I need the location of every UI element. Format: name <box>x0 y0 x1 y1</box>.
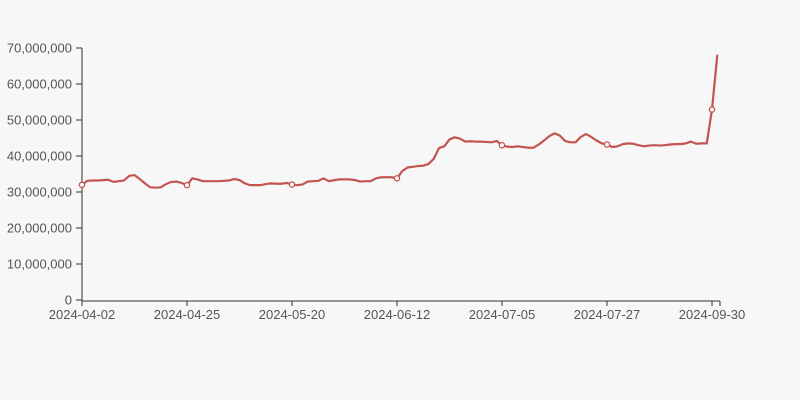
y-axis-tick-label: 0 <box>65 293 72 308</box>
x-axis-tick-label: 2024-09-30 <box>679 307 746 322</box>
data-point-marker[interactable] <box>393 175 401 182</box>
y-axis-tick-label: 70,000,000 <box>7 41 72 56</box>
y-axis-tick-label: 40,000,000 <box>7 149 72 164</box>
x-axis-tick-label: 2024-07-05 <box>469 307 536 322</box>
data-point-marker[interactable] <box>498 141 506 149</box>
y-axis-tick-label: 20,000,000 <box>7 221 72 236</box>
y-axis-tick-label: 60,000,000 <box>7 77 72 92</box>
data-point-marker[interactable] <box>183 181 191 189</box>
x-axis-tick-label: 2024-07-27 <box>574 307 641 322</box>
x-axis-tick-label: 2024-06-12 <box>364 307 431 322</box>
y-axis-tick-label: 30,000,000 <box>7 185 72 200</box>
x-axis-tick-label: 2024-04-02 <box>49 307 116 322</box>
data-point-marker[interactable] <box>78 181 86 189</box>
x-axis-tick-label: 2024-05-20 <box>259 307 326 322</box>
data-point-marker[interactable] <box>603 141 611 148</box>
y-axis-tick-label: 50,000,000 <box>7 113 72 128</box>
data-point-marker[interactable] <box>708 106 716 113</box>
data-point-marker[interactable] <box>288 181 296 188</box>
x-axis-tick-label: 2024-04-25 <box>154 307 221 322</box>
y-axis-tick-label: 10,000,000 <box>7 257 72 272</box>
